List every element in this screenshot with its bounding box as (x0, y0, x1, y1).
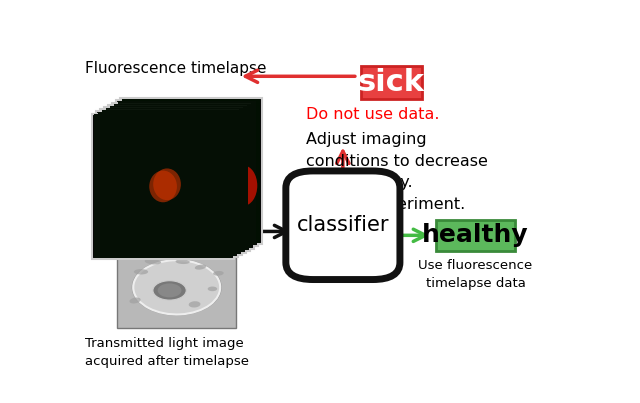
Ellipse shape (153, 139, 207, 189)
Ellipse shape (213, 271, 224, 276)
FancyBboxPatch shape (286, 171, 400, 280)
Ellipse shape (175, 260, 190, 264)
Ellipse shape (161, 164, 189, 196)
Ellipse shape (230, 166, 257, 206)
Ellipse shape (127, 185, 193, 238)
Ellipse shape (134, 269, 148, 274)
FancyBboxPatch shape (110, 106, 248, 250)
FancyBboxPatch shape (98, 112, 236, 256)
Text: Use fluorescence
timelapse data: Use fluorescence timelapse data (419, 260, 532, 291)
Ellipse shape (207, 287, 217, 291)
Text: sick: sick (358, 68, 425, 97)
Ellipse shape (157, 283, 182, 297)
Text: +: + (129, 267, 155, 295)
FancyBboxPatch shape (118, 102, 256, 245)
FancyBboxPatch shape (100, 109, 242, 255)
FancyBboxPatch shape (120, 98, 262, 244)
FancyBboxPatch shape (97, 111, 237, 257)
FancyBboxPatch shape (361, 66, 422, 99)
Ellipse shape (207, 114, 238, 157)
Ellipse shape (119, 213, 174, 239)
FancyBboxPatch shape (106, 108, 244, 252)
Ellipse shape (129, 297, 141, 303)
Ellipse shape (200, 129, 242, 170)
FancyBboxPatch shape (116, 100, 257, 246)
Ellipse shape (169, 160, 196, 191)
FancyBboxPatch shape (108, 105, 250, 251)
Ellipse shape (153, 168, 181, 200)
Text: classifier: classifier (296, 215, 389, 235)
Text: Transmitted light image
acquired after timelapse: Transmitted light image acquired after t… (85, 337, 249, 368)
Ellipse shape (132, 260, 221, 315)
FancyBboxPatch shape (94, 114, 232, 258)
Ellipse shape (173, 158, 201, 189)
Ellipse shape (145, 259, 161, 264)
Ellipse shape (157, 166, 185, 198)
FancyBboxPatch shape (114, 104, 252, 247)
Ellipse shape (153, 281, 186, 300)
Ellipse shape (189, 301, 200, 307)
Ellipse shape (149, 170, 177, 202)
FancyBboxPatch shape (102, 110, 240, 254)
Text: Fluorescence timelapse: Fluorescence timelapse (85, 61, 266, 76)
Ellipse shape (125, 203, 151, 232)
FancyBboxPatch shape (112, 103, 253, 249)
Text: Adjust imaging
conditions to decrease
phototoxicity.
Repeat experiment.: Adjust imaging conditions to decrease ph… (306, 132, 488, 212)
Text: healthy: healthy (422, 223, 529, 247)
FancyBboxPatch shape (92, 114, 234, 260)
FancyBboxPatch shape (104, 107, 246, 253)
FancyBboxPatch shape (117, 250, 236, 328)
Ellipse shape (195, 265, 206, 270)
Ellipse shape (165, 162, 193, 193)
FancyBboxPatch shape (122, 99, 260, 243)
Text: Do not use data.: Do not use data. (306, 107, 439, 123)
FancyBboxPatch shape (436, 220, 515, 251)
